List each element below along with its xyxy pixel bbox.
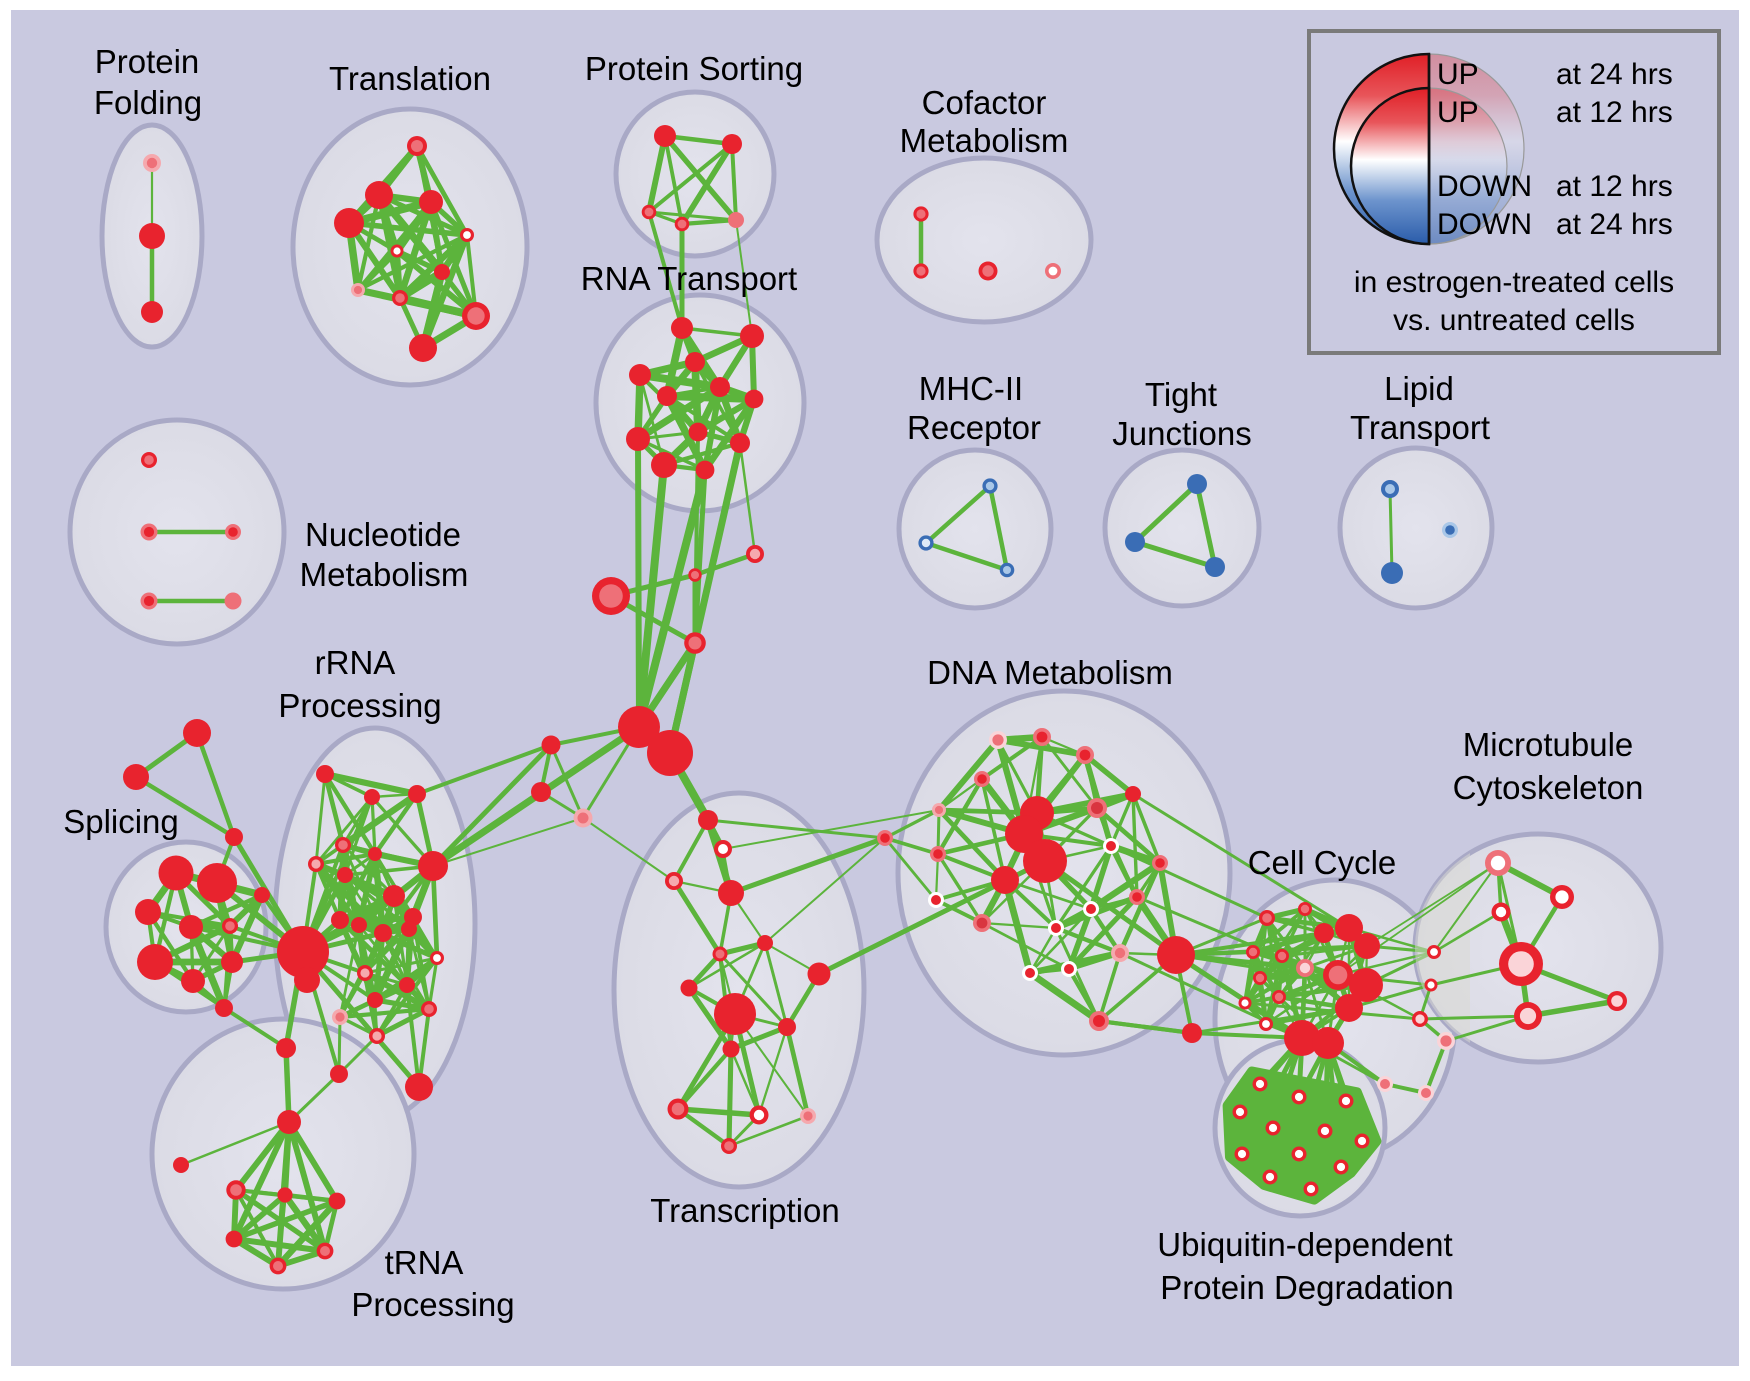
svg-text:in estrogen-treated cells: in estrogen-treated cells (1354, 266, 1674, 299)
svg-text:Protein Degradation: Protein Degradation (1160, 1269, 1454, 1306)
svg-text:at 24 hrs: at 24 hrs (1556, 208, 1673, 241)
svg-text:Transcription: Transcription (650, 1192, 840, 1229)
svg-text:Receptor: Receptor (907, 409, 1041, 446)
svg-text:Translation: Translation (329, 60, 491, 97)
svg-text:at 24 hrs: at 24 hrs (1556, 58, 1673, 91)
svg-text:Lipid: Lipid (1384, 370, 1454, 407)
svg-text:UP: UP (1437, 58, 1479, 91)
svg-text:vs. untreated cells: vs. untreated cells (1393, 304, 1635, 337)
svg-text:tRNA: tRNA (385, 1244, 464, 1281)
svg-text:Ubiquitin-dependent: Ubiquitin-dependent (1157, 1226, 1452, 1263)
svg-text:MHC-II: MHC-II (919, 370, 1023, 407)
svg-text:RNA Transport: RNA Transport (581, 260, 797, 297)
svg-text:Protein Sorting: Protein Sorting (585, 50, 803, 87)
svg-text:Tight: Tight (1145, 376, 1217, 413)
svg-text:Processing: Processing (351, 1286, 514, 1323)
svg-text:Nucleotide: Nucleotide (305, 516, 461, 553)
svg-text:Cell Cycle: Cell Cycle (1248, 844, 1397, 881)
svg-text:Protein: Protein (95, 43, 200, 80)
svg-text:Cytoskeleton: Cytoskeleton (1453, 769, 1644, 806)
svg-text:at 12 hrs: at 12 hrs (1556, 96, 1673, 129)
svg-text:DOWN: DOWN (1437, 170, 1532, 203)
svg-text:DNA Metabolism: DNA Metabolism (927, 654, 1173, 691)
svg-text:rRNA: rRNA (315, 644, 396, 681)
svg-text:Transport: Transport (1350, 409, 1490, 446)
svg-text:at 12 hrs: at 12 hrs (1556, 170, 1673, 203)
svg-text:Folding: Folding (94, 84, 202, 121)
svg-text:Metabolism: Metabolism (900, 122, 1069, 159)
svg-text:Metabolism: Metabolism (300, 556, 469, 593)
svg-text:Cofactor: Cofactor (922, 84, 1047, 121)
svg-text:UP: UP (1437, 96, 1479, 129)
svg-text:DOWN: DOWN (1437, 208, 1532, 241)
svg-text:Microtubule: Microtubule (1463, 726, 1634, 763)
svg-text:Processing: Processing (278, 687, 441, 724)
svg-text:Splicing: Splicing (63, 803, 179, 840)
svg-text:Junctions: Junctions (1112, 415, 1251, 452)
